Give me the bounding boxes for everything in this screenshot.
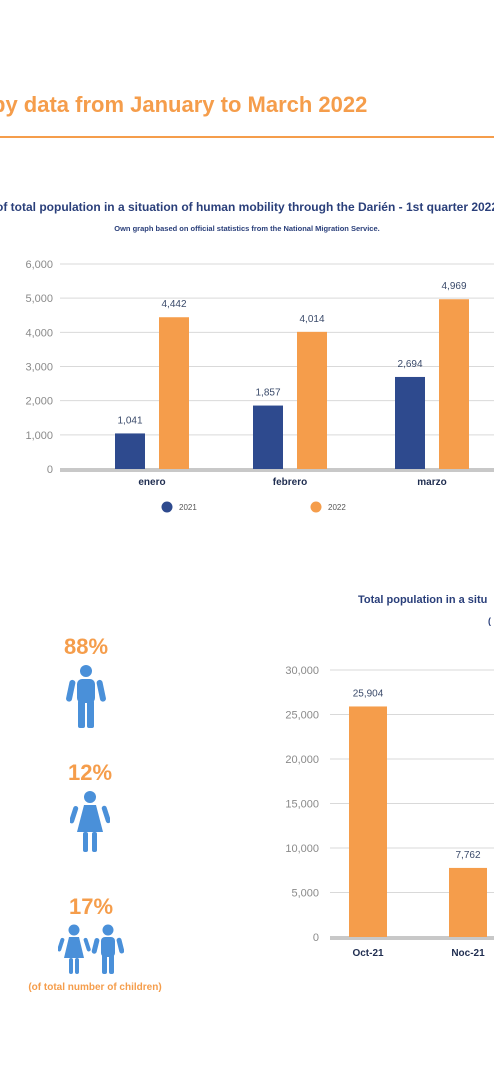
bar-Noc-21 bbox=[449, 867, 487, 937]
legend-label-2021: 2021 bbox=[179, 503, 197, 512]
x-tick-label: Noc-21 bbox=[451, 948, 485, 959]
bar-2021-marzo bbox=[395, 376, 425, 469]
y-tick-label: 4,000 bbox=[25, 327, 53, 339]
data-label: 1,041 bbox=[117, 415, 142, 426]
stat-men: 88% bbox=[26, 634, 146, 730]
bar-2021-enero bbox=[115, 433, 145, 469]
title-divider bbox=[0, 136, 494, 138]
stat-children: 17% bbox=[31, 894, 151, 976]
bar-2022-febrero bbox=[297, 331, 327, 469]
x-tick-label: febrero bbox=[273, 477, 307, 488]
chart2-subtitle: ( bbox=[488, 616, 491, 626]
man-icon bbox=[66, 665, 106, 728]
bar-2022-marzo bbox=[439, 299, 469, 469]
y-tick-label: 1,000 bbox=[25, 430, 53, 442]
x-tick-label: Oct-21 bbox=[352, 948, 384, 959]
data-label: 7,762 bbox=[455, 850, 480, 861]
y-tick-label: 15,000 bbox=[285, 799, 319, 811]
data-label: 25,904 bbox=[353, 688, 384, 699]
y-tick-label: 0 bbox=[47, 464, 53, 476]
woman-icon bbox=[70, 791, 110, 852]
chart2-title: Total population in a situ bbox=[358, 594, 488, 606]
y-tick-label: 20,000 bbox=[285, 754, 319, 766]
x-tick-label: enero bbox=[138, 477, 165, 488]
data-label: 4,014 bbox=[299, 314, 324, 325]
stat-men-percent: 88% bbox=[63, 634, 109, 659]
data-label: 4,969 bbox=[441, 281, 466, 292]
y-tick-label: 5,000 bbox=[25, 293, 53, 305]
stat-children-percent: 17% bbox=[68, 894, 114, 919]
data-label: 1,857 bbox=[255, 388, 280, 399]
stat-women-percent: 12% bbox=[67, 760, 113, 785]
y-tick-label: 2,000 bbox=[25, 396, 53, 408]
data-label: 2,694 bbox=[397, 359, 422, 370]
y-tick-label: 5,000 bbox=[291, 888, 319, 900]
y-tick-label: 0 bbox=[313, 932, 319, 944]
legend-label-2022: 2022 bbox=[328, 503, 346, 512]
chart1-subtitle: Own graph based on official statistics f… bbox=[114, 224, 380, 233]
chart2-plot: 0 5,000 10,000 15,000 20,000 25,000 30,000 25,9… bbox=[285, 665, 494, 959]
bar-2022-enero bbox=[159, 317, 189, 469]
stat-children-note: (of total number of children) bbox=[28, 982, 162, 993]
legend-swatch-2021 bbox=[161, 501, 173, 513]
chart1-title: of total population in a situation of hu… bbox=[0, 200, 494, 214]
legend-swatch-2022 bbox=[310, 501, 322, 513]
bar-Oct-21 bbox=[349, 706, 387, 937]
x-tick-label: marzo bbox=[417, 477, 446, 488]
stat-women: 12% bbox=[30, 760, 150, 854]
data-label: 4,442 bbox=[161, 299, 186, 310]
y-tick-label: 25,000 bbox=[285, 710, 319, 722]
y-tick-label: 3,000 bbox=[25, 362, 53, 374]
y-tick-label: 10,000 bbox=[285, 843, 319, 855]
bar-2021-febrero bbox=[253, 405, 283, 469]
y-tick-label: 30,000 bbox=[285, 665, 319, 677]
page-title: by data from January to March 2022 bbox=[0, 92, 368, 117]
chart1-plot: 0 1,000 2,000 3,000 4,000 5,000 6,000 1,041 4,44… bbox=[25, 259, 494, 513]
y-tick-label: 6,000 bbox=[25, 259, 53, 271]
children-icon bbox=[58, 924, 124, 974]
